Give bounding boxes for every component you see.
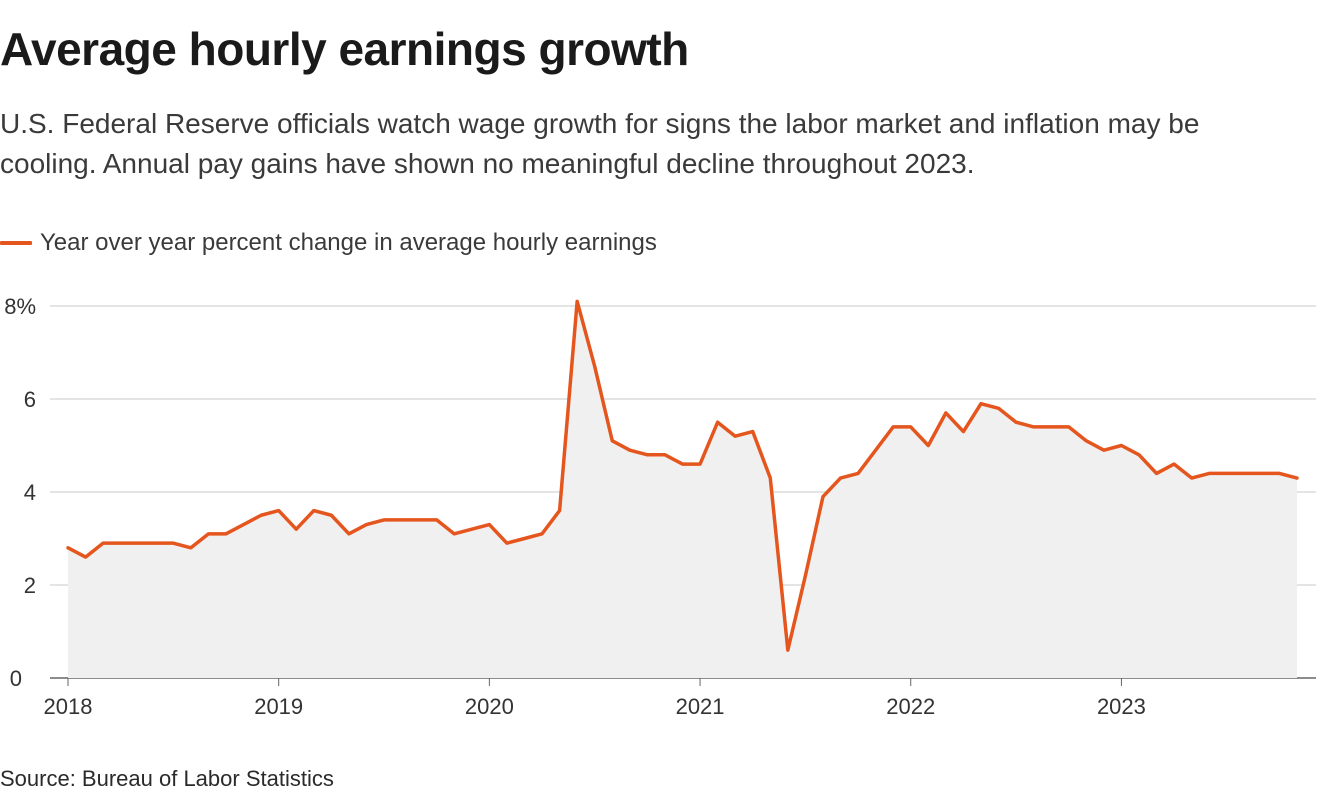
- area-layer: [68, 301, 1297, 678]
- y-axis: 0 2 4 6 8%: [4, 294, 36, 691]
- legend-label: Year over year percent change in average…: [40, 229, 657, 256]
- line-layer: [66, 299, 1299, 652]
- y-tick-label: 0: [10, 666, 22, 691]
- source-note: Source: Bureau of Labor Statistics: [0, 766, 334, 791]
- chart-subtitle: U.S. Federal Reserve officials watch wag…: [0, 108, 1200, 179]
- y-tick-label: 8%: [4, 294, 36, 319]
- y-tick-label: 4: [24, 480, 36, 505]
- line-chart: 0 2 4 6 8% 2018 2019 2020 2021 2022 2023: [4, 294, 1316, 719]
- x-tick-label: 2022: [886, 694, 935, 719]
- series-line: [66, 299, 1299, 652]
- x-tick-label: 2023: [1097, 694, 1146, 719]
- y-tick-label: 2: [24, 573, 36, 598]
- x-tick-label: 2020: [465, 694, 514, 719]
- legend: Year over year percent change in average…: [0, 228, 657, 258]
- x-tick-label: 2019: [254, 694, 303, 719]
- x-axis: 2018 2019 2020 2021 2022 2023: [44, 678, 1146, 719]
- chart-title: Average hourly earnings growth: [0, 23, 689, 75]
- y-tick-label: 6: [24, 387, 36, 412]
- x-tick-label: 2018: [44, 694, 93, 719]
- series-area: [68, 301, 1297, 678]
- x-tick-label: 2021: [676, 694, 725, 719]
- legend-swatch: [0, 241, 32, 245]
